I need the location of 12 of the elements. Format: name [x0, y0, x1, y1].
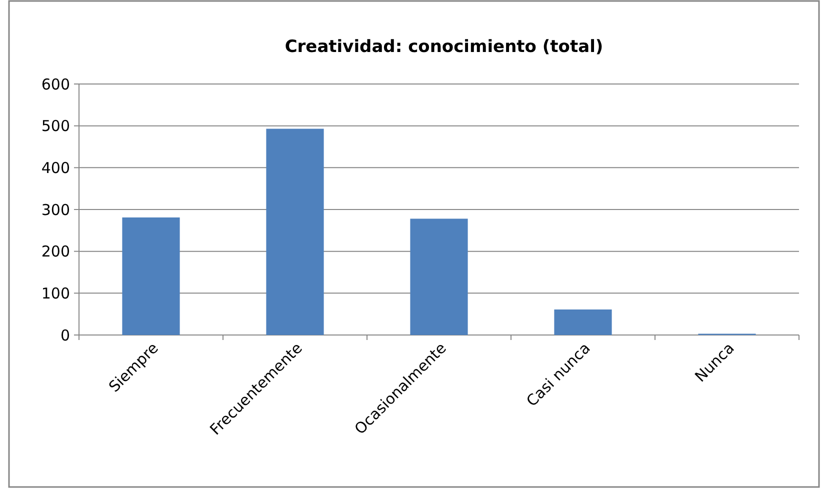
bar — [122, 217, 180, 335]
y-tick-label: 400 — [41, 158, 70, 177]
y-tick-label: 500 — [41, 117, 70, 136]
bar — [266, 128, 324, 335]
y-tick-label: 300 — [41, 200, 70, 219]
y-tick-label: 100 — [41, 284, 70, 302]
y-tick-label: 200 — [41, 242, 70, 261]
bar — [554, 309, 612, 335]
chart-title: Creatividad: conocimiento (total) — [284, 37, 604, 57]
y-tick-label: 600 — [41, 75, 70, 94]
y-tick-label: 0 — [60, 326, 70, 344]
bar — [410, 218, 468, 335]
